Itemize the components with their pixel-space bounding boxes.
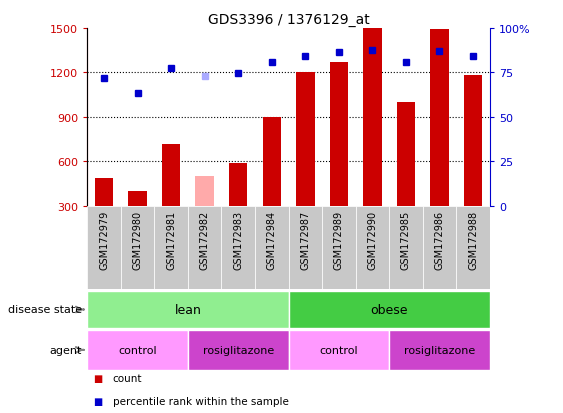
Text: GSM172989: GSM172989	[334, 211, 344, 270]
Bar	[162, 144, 180, 206]
Bar	[322, 206, 356, 289]
Bar	[289, 206, 322, 289]
Text: agent: agent	[49, 345, 82, 355]
Bar	[389, 330, 490, 370]
Bar	[128, 192, 147, 206]
Text: GSM172984: GSM172984	[267, 211, 277, 270]
Bar	[195, 177, 214, 206]
Bar	[188, 330, 289, 370]
Bar	[87, 291, 289, 328]
Text: GSM172983: GSM172983	[233, 211, 243, 270]
Text: GSM172982: GSM172982	[200, 211, 209, 270]
Bar	[464, 76, 482, 206]
Text: rosiglitazone: rosiglitazone	[203, 345, 274, 355]
Bar	[289, 291, 490, 328]
Text: obese: obese	[370, 303, 408, 316]
Bar	[329, 63, 348, 206]
Text: GSM172988: GSM172988	[468, 211, 478, 270]
Bar	[255, 206, 289, 289]
Bar	[296, 73, 315, 206]
Title: GDS3396 / 1376129_at: GDS3396 / 1376129_at	[208, 12, 369, 26]
Bar	[430, 31, 449, 206]
Bar	[188, 206, 221, 289]
Bar	[423, 206, 456, 289]
Text: GSM172979: GSM172979	[99, 211, 109, 270]
Bar	[87, 330, 188, 370]
Text: GSM172985: GSM172985	[401, 211, 411, 270]
Text: GSM172986: GSM172986	[435, 211, 445, 270]
Text: percentile rank within the sample: percentile rank within the sample	[113, 396, 288, 406]
Text: GSM172981: GSM172981	[166, 211, 176, 270]
Text: ■: ■	[93, 396, 102, 406]
Text: rosiglitazone: rosiglitazone	[404, 345, 475, 355]
Bar	[87, 206, 121, 289]
Bar	[456, 206, 490, 289]
Bar	[121, 206, 154, 289]
Text: control: control	[118, 345, 157, 355]
Bar	[289, 330, 389, 370]
Bar	[154, 206, 188, 289]
Bar	[95, 178, 113, 206]
Bar	[389, 206, 423, 289]
Text: control: control	[320, 345, 358, 355]
Bar	[356, 206, 389, 289]
Bar	[363, 29, 382, 206]
Text: lean: lean	[175, 303, 202, 316]
Text: GSM172987: GSM172987	[300, 211, 310, 270]
Bar	[397, 103, 415, 206]
Bar	[262, 118, 281, 206]
Bar	[221, 206, 255, 289]
Text: GSM172980: GSM172980	[132, 211, 142, 270]
Text: GSM172990: GSM172990	[368, 211, 377, 270]
Text: count: count	[113, 373, 142, 383]
Text: disease state: disease state	[7, 305, 82, 315]
Bar	[229, 164, 248, 206]
Text: ■: ■	[93, 373, 102, 383]
